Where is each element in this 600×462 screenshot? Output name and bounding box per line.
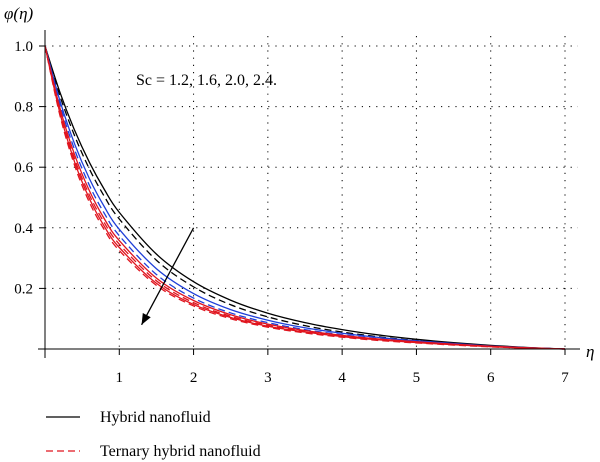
series-line-7 [44,45,566,350]
curves [44,45,566,350]
series-line-5 [44,45,566,350]
y-tick-label-2: 0.4 [14,221,33,237]
x-axis-title: η [586,342,594,361]
y-tick-label-3: 0.6 [14,160,33,176]
trend-arrow [140,227,195,326]
grid [45,36,578,349]
x-tick-label-6: 6 [487,370,495,386]
y-axis-title: φ(η) [4,4,33,23]
sc-annotation: Sc = 1.2, 1.6, 2.0, 2.4. [136,72,277,89]
x-tick-label-1: 1 [116,370,124,386]
arrow-head [141,312,151,325]
x-ticks: 1 2 3 4 5 6 7 [116,349,569,386]
legend-label-ternary: Ternary hybrid nanofluid [100,443,261,460]
y-tick-label-5: 1.0 [14,39,33,55]
y-tick-label-1: 0.2 [14,281,33,297]
y-tick-label-4: 0.8 [14,100,33,116]
series-line-3 [44,45,566,350]
x-tick-label-4: 4 [338,370,346,386]
series-line-8 [44,45,566,350]
y-ticks: 0.2 0.4 0.6 0.8 1.0 [14,39,45,297]
series-line-6 [44,45,566,350]
legend-label-hybrid: Hybrid nanofluid [100,409,211,426]
x-tick-label-7: 7 [561,370,569,386]
series-line-2 [44,45,566,350]
arrow-shaft [140,227,195,326]
series-line-4 [44,45,566,350]
x-tick-label-2: 2 [190,370,198,386]
series-line-1 [44,45,566,350]
x-tick-label-5: 5 [413,370,421,386]
x-tick-label-3: 3 [264,370,272,386]
legend: Hybrid nanofluid Ternary hybrid nanoflui… [46,409,261,460]
